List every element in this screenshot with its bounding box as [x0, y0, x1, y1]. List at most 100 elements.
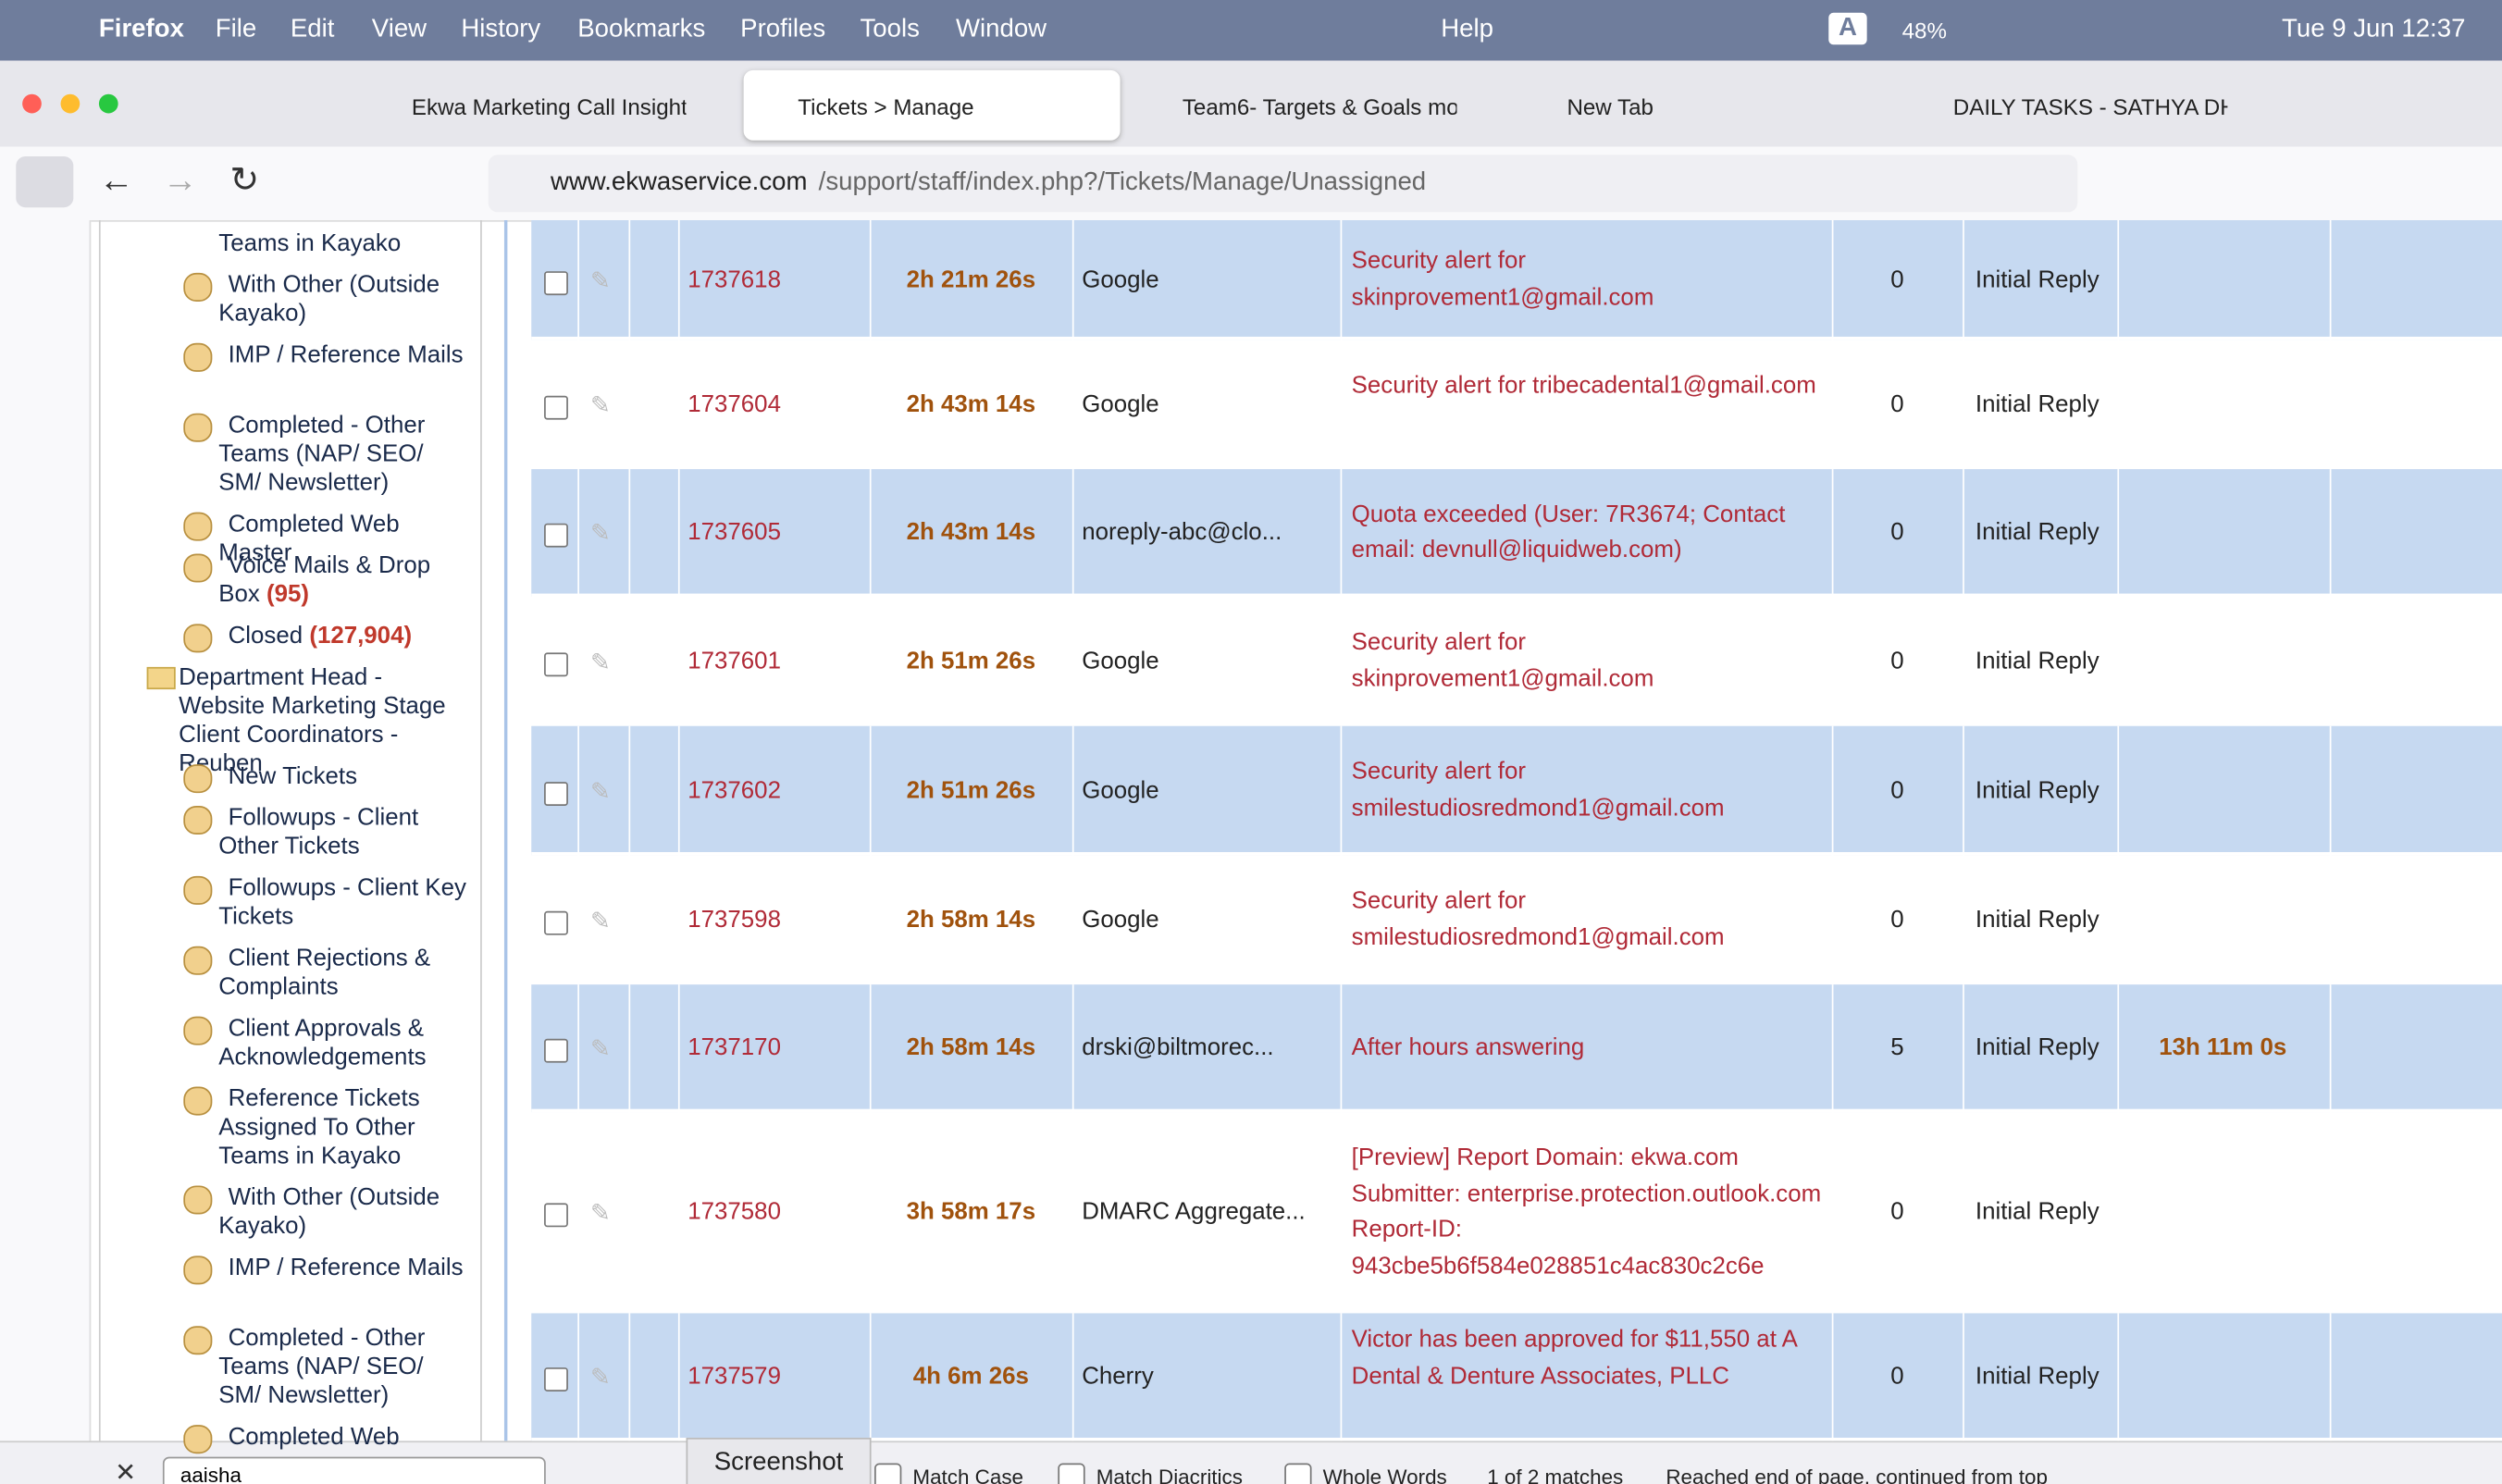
- active-tab[interactable]: [743, 69, 1121, 141]
- tree-item[interactable]: Reference Tickets Assigned To Other Team…: [218, 1085, 470, 1171]
- option-checkbox[interactable]: [1284, 1463, 1312, 1484]
- edit-icon[interactable]: ✎: [590, 777, 611, 806]
- tree-item[interactable]: With Other (Outside Kayako): [218, 1184, 470, 1242]
- tree-item[interactable]: Voice Mails & Drop Box (95): [218, 552, 470, 610]
- menu-item[interactable]: Edit: [290, 16, 335, 43]
- subject[interactable]: Security alert for smilestudiosredmond1@…: [1351, 758, 1725, 822]
- tree-item[interactable]: Completed - Other Teams (NAP/ SEO/ SM/ N…: [218, 1325, 470, 1411]
- input-source[interactable]: A: [1828, 12, 1867, 45]
- checkbox[interactable]: [544, 1203, 568, 1228]
- tab-title[interactable]: DAILY TASKS - SATHYA DHA: [1952, 93, 2228, 120]
- checkbox[interactable]: [544, 1367, 568, 1391]
- find-input[interactable]: aaisha: [162, 1456, 546, 1484]
- forward-button[interactable]: →: [162, 159, 198, 200]
- tab-title[interactable]: New Tab: [1567, 93, 1654, 120]
- menu-item[interactable]: View: [371, 16, 427, 43]
- ticket-id[interactable]: 1737605: [687, 518, 781, 546]
- ticket-id[interactable]: 1737601: [687, 647, 781, 674]
- table-row[interactable]: [531, 1112, 2502, 1314]
- menu-item[interactable]: Tools: [860, 16, 920, 43]
- app-name[interactable]: Firefox: [98, 16, 184, 43]
- tree-item[interactable]: IMP / Reference Mails: [218, 1255, 470, 1283]
- menu-item[interactable]: Help: [1441, 16, 1493, 43]
- ticket-id[interactable]: 1737604: [687, 390, 781, 418]
- back-button[interactable]: ←: [98, 159, 134, 200]
- edit-icon[interactable]: ✎: [590, 266, 611, 295]
- option-checkbox[interactable]: [1058, 1463, 1085, 1484]
- ticket-id[interactable]: 1737598: [687, 905, 781, 934]
- tree-item[interactable]: New Tickets: [218, 762, 470, 791]
- reload-button[interactable]: ↻: [229, 159, 260, 200]
- ticket-id[interactable]: 1737579: [687, 1362, 781, 1391]
- ticket-id[interactable]: 1737618: [687, 266, 781, 293]
- edit-icon[interactable]: ✎: [590, 391, 611, 419]
- ticket-id[interactable]: 1737170: [687, 1033, 781, 1061]
- tree-item[interactable]: Client Rejections & Complaints: [218, 945, 470, 1002]
- edit-icon[interactable]: ✎: [590, 649, 611, 676]
- table-row[interactable]: [531, 597, 2502, 726]
- subject[interactable]: Security alert for tribecadental1@gmail.…: [1351, 371, 1816, 400]
- table-row[interactable]: [531, 340, 2502, 470]
- subject[interactable]: [Preview] Report Domain: ekwa.com Submit…: [1351, 1144, 1822, 1280]
- table-row[interactable]: [531, 469, 2502, 598]
- ticket-id[interactable]: 1737602: [687, 776, 781, 804]
- tab-title[interactable]: Ekwa Marketing Call Insights: [411, 93, 687, 120]
- battery[interactable]: 48%: [1901, 17, 1947, 43]
- table-row[interactable]: [531, 855, 2502, 985]
- option-label[interactable]: Match Diacritics: [1096, 1465, 1243, 1484]
- table-row[interactable]: [531, 1313, 2502, 1441]
- checkbox[interactable]: [544, 781, 568, 806]
- zoom-button[interactable]: [98, 93, 118, 114]
- subject[interactable]: Security alert for skinprovement1@gmail.…: [1351, 247, 1654, 311]
- subject[interactable]: Security alert for smilestudiosredmond1@…: [1351, 886, 1725, 951]
- menu-item[interactable]: File: [215, 16, 257, 43]
- edit-icon[interactable]: ✎: [590, 1199, 611, 1228]
- subject[interactable]: Security alert for skinprovement1@gmail.…: [1351, 628, 1654, 692]
- option-label[interactable]: Whole Words: [1322, 1465, 1447, 1484]
- replies: 0: [1890, 776, 1904, 804]
- url-field[interactable]: [488, 155, 2078, 213]
- tree-item[interactable]: Completed - Other Teams (NAP/ SEO/ SM/ N…: [218, 412, 470, 498]
- tree-item[interactable]: Followups - Client Key Tickets: [218, 874, 470, 932]
- checkbox[interactable]: [544, 523, 568, 548]
- tree-item[interactable]: Closed (127,904): [218, 623, 470, 651]
- edit-icon[interactable]: ✎: [590, 907, 611, 934]
- edit-icon[interactable]: ✎: [590, 1364, 611, 1391]
- checkbox[interactable]: [544, 909, 568, 934]
- checkbox[interactable]: [544, 270, 568, 295]
- table-row[interactable]: [531, 220, 2502, 340]
- tree-item[interactable]: With Other (Outside Kayako): [218, 271, 470, 328]
- checkbox[interactable]: [544, 1038, 568, 1063]
- menu-item[interactable]: Bookmarks: [577, 16, 706, 43]
- sidebar-toggle[interactable]: [16, 156, 74, 208]
- tree-item[interactable]: Completed Web: [218, 1423, 470, 1452]
- minimize-button[interactable]: [60, 93, 81, 114]
- find-close[interactable]: ✕: [115, 1460, 137, 1484]
- tree-item[interactable]: Followups - Client Other Tickets: [218, 804, 470, 861]
- menu-item[interactable]: Profiles: [740, 16, 826, 43]
- table-row[interactable]: [531, 725, 2502, 856]
- option-checkbox[interactable]: [874, 1463, 902, 1484]
- tree-item[interactable]: Client Approvals & Acknowledgements: [218, 1015, 470, 1072]
- edit-icon[interactable]: ✎: [590, 520, 611, 548]
- close-button[interactable]: [22, 93, 42, 114]
- tree-item[interactable]: Department Head - Website Marketing Stag…: [179, 663, 465, 778]
- tab-title[interactable]: Tickets > Manage: [798, 93, 974, 120]
- subject[interactable]: Quota exceeded (User: 7R3674; Contact em…: [1351, 500, 1786, 563]
- subject[interactable]: Victor has been approved for $11,550 at …: [1351, 1326, 1797, 1390]
- tree-item[interactable]: Completed Web Master: [218, 511, 470, 568]
- menu-item[interactable]: Window: [955, 16, 1047, 43]
- tab-title[interactable]: Team6- Targets & Goals mon: [1182, 93, 1457, 120]
- ticket-id[interactable]: 1737580: [687, 1198, 781, 1226]
- column-divider: [628, 469, 631, 598]
- option-label[interactable]: Match Case: [912, 1465, 1024, 1484]
- edit-icon[interactable]: ✎: [590, 1035, 611, 1063]
- tree-item[interactable]: Teams in Kayako: [218, 229, 470, 258]
- datetime[interactable]: Tue 9 Jun 12:37: [2282, 16, 2466, 43]
- subject[interactable]: After hours answering: [1351, 1033, 1585, 1061]
- menu-item[interactable]: History: [461, 16, 541, 43]
- table-row[interactable]: [531, 984, 2502, 1113]
- checkbox[interactable]: [544, 651, 568, 676]
- tree-item[interactable]: IMP / Reference Mails: [218, 341, 470, 370]
- checkbox[interactable]: [544, 394, 568, 419]
